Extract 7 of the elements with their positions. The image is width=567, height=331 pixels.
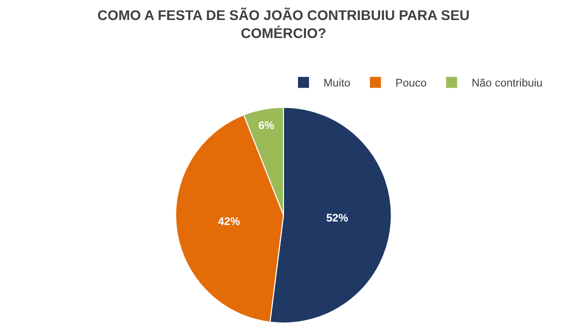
chart-title: COMO A FESTA DE SÃO JOÃO CONTRIBUIU PARA SEU COMÉRCIO?	[97, 6, 470, 42]
data-label: 6%	[258, 120, 275, 132]
data-label: 52%	[326, 212, 348, 225]
data-label: 42%	[218, 216, 240, 228]
legend-label: Não contribuiu	[472, 78, 543, 90]
legend-label: Pouco	[395, 78, 427, 90]
legend-label: Muito	[324, 78, 350, 90]
